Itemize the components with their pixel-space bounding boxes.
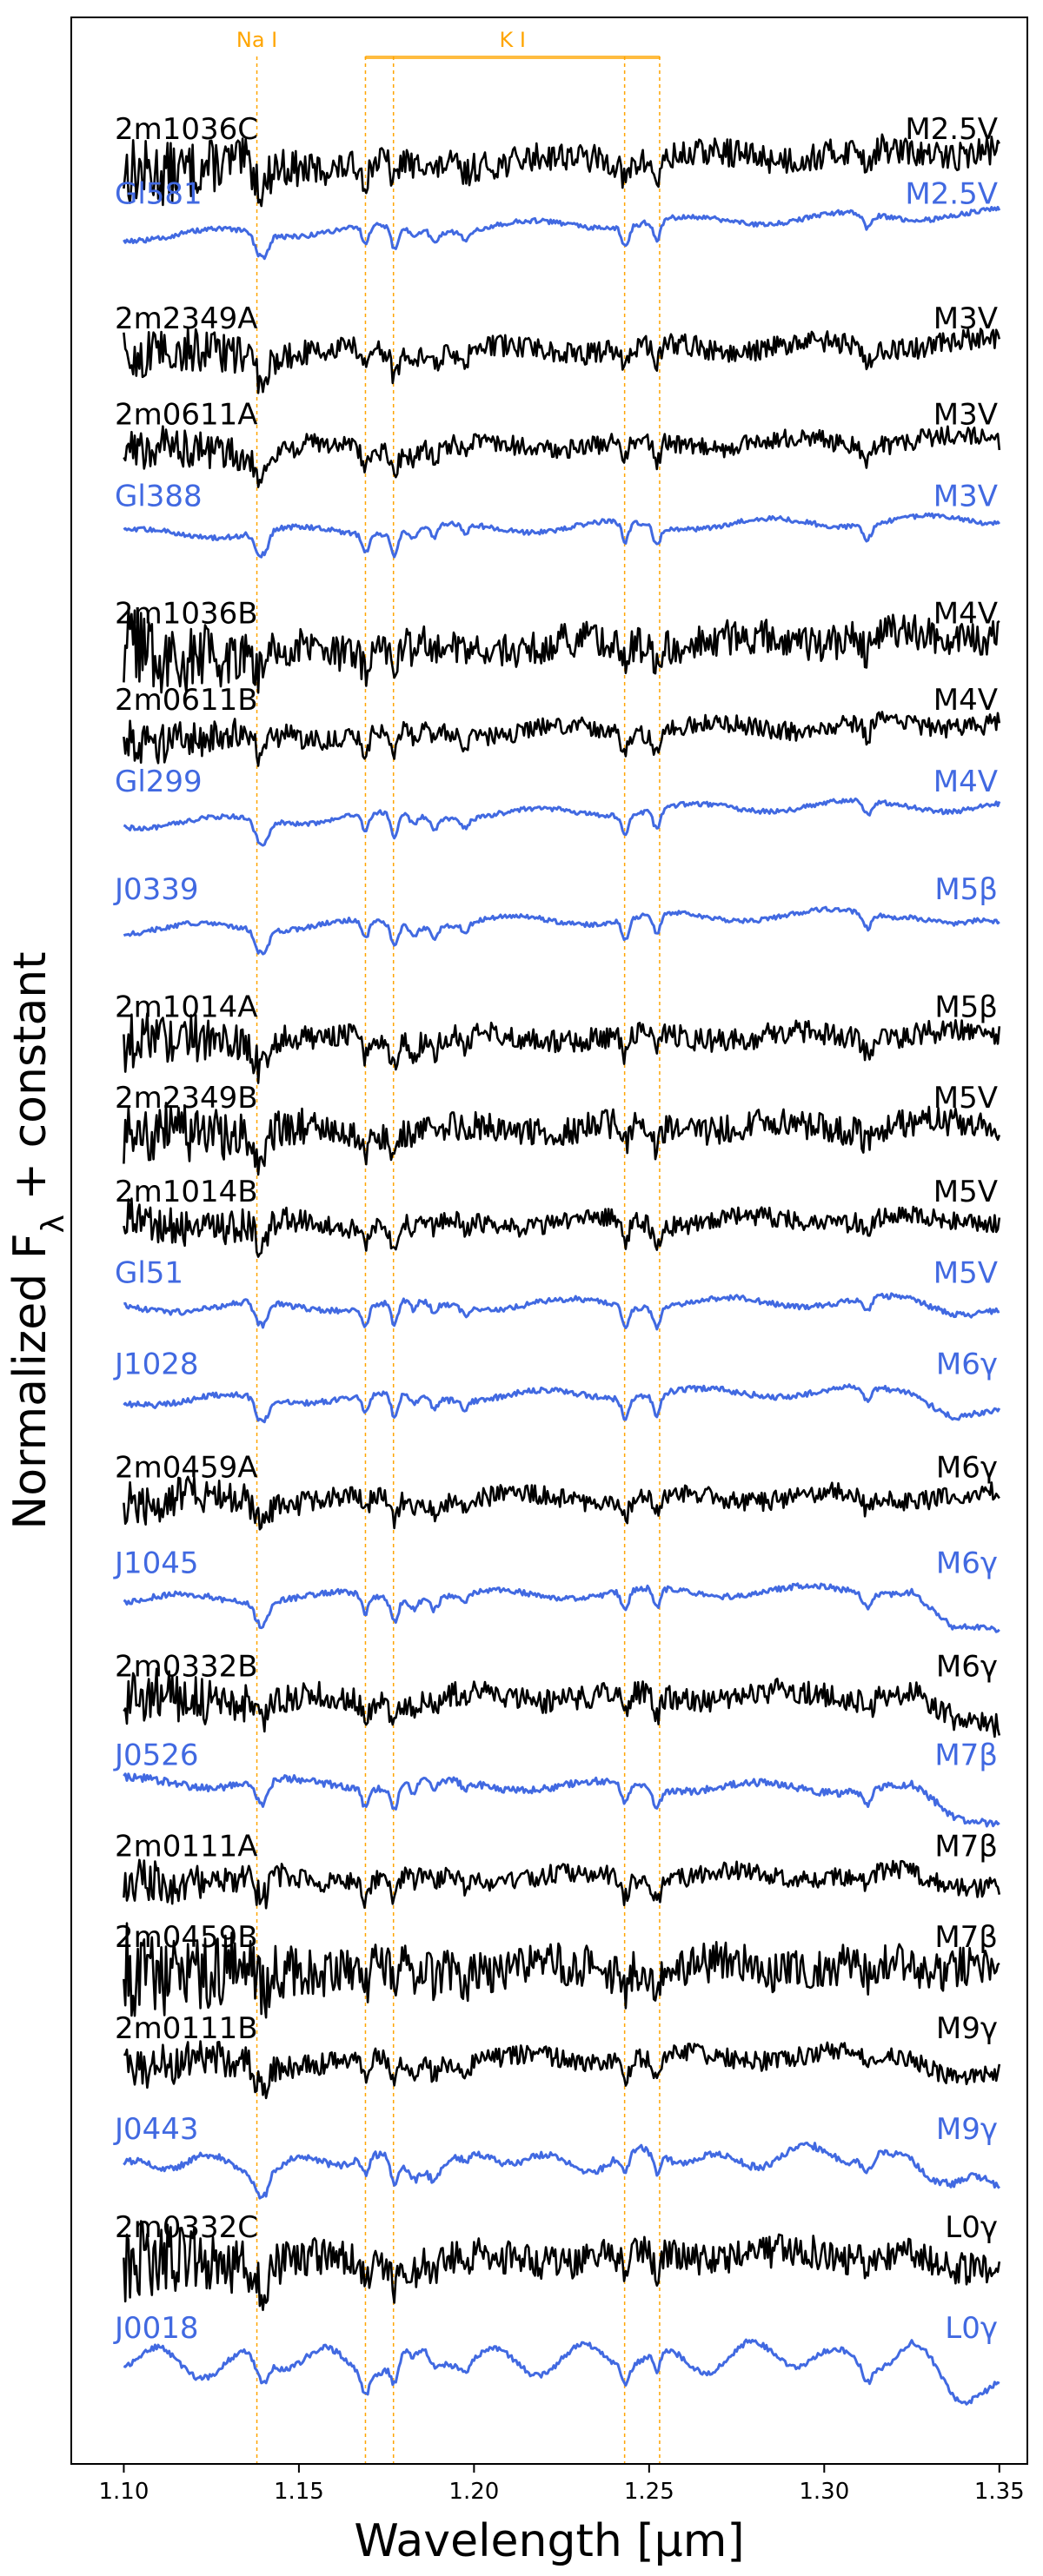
series-spt-J1045: M6γ (936, 1546, 998, 1581)
x-tick-label-5: 1.35 (974, 2479, 1025, 2505)
series-name-2m1014B: 2m1014B (115, 1175, 258, 1209)
series-name-J0526: J0526 (113, 1738, 199, 1772)
series-spt-Gl388: M3V (933, 479, 998, 513)
series-name-2m0332B: 2m0332B (115, 1649, 258, 1684)
x-tick-label-0: 1.10 (98, 2479, 149, 2505)
series-name-Gl388: Gl388 (115, 479, 203, 513)
series-name-2m1036B: 2m1036B (115, 597, 258, 632)
series-name-J0443: J0443 (113, 2112, 199, 2147)
series-name-J0018: J0018 (113, 2311, 199, 2346)
spectrum-2m1014A (123, 1012, 1001, 1084)
na-line-label: Na I (236, 28, 277, 52)
spectrum-Gl581 (123, 205, 1001, 261)
series-spt-2m0611B: M4V (933, 683, 998, 718)
svg-text:Normalized Fλ + constant: Normalized Fλ + constant (4, 951, 71, 1529)
series-name-2m0611A: 2m0611A (115, 398, 258, 433)
spectrum-Gl388 (123, 512, 1000, 559)
spectrum-2m1036B (123, 606, 1000, 694)
series-name-Gl299: Gl299 (115, 765, 203, 799)
series-labels: 2m1036C M2.5V Gl581 M2.5V 2m2349A M3V 2m0611A M… (113, 112, 998, 2346)
series-spt-J0339: M5β (934, 872, 998, 907)
series-name-2m0332C: 2m0332C (115, 2210, 258, 2245)
series-spt-Gl581: M2.5V (905, 177, 998, 212)
series-spt-Gl51: M5V (933, 1256, 998, 1291)
series-name-2m0611B: 2m0611B (115, 683, 258, 718)
spectrum-2m0332C (123, 2220, 1001, 2312)
spectrum-2m0111B (123, 2040, 1001, 2100)
spectrum-2m0459A (123, 1475, 1000, 1531)
spectrum-Gl51 (123, 1292, 1000, 1331)
x-axis-title: Wavelength [μm] (354, 2515, 744, 2567)
series-name-J0339: J0339 (113, 872, 199, 907)
x-axis-ticks: 1.10 1.15 1.20 1.25 1.30 1.35 (98, 2464, 1025, 2505)
series-spt-2m1036B: M4V (933, 597, 998, 632)
spectral-line-markers: Na I K I (236, 28, 661, 2464)
series-name-J1028: J1028 (113, 1348, 199, 1382)
k-bracket-box (364, 56, 661, 59)
series-spt-2m1014B: M5V (933, 1175, 998, 1209)
spectrum-2m0332B (123, 1667, 1001, 1738)
spectrum-2m0611B (123, 711, 1001, 767)
spectrum-2m0611A (123, 425, 1001, 488)
spectrum-J0526 (123, 1772, 1000, 1828)
spectrum-2m1014B (123, 1197, 1001, 1258)
x-tick-label-3: 1.25 (624, 2479, 674, 2505)
spectrum-J1028 (123, 1383, 1001, 1424)
series-spt-J0526: M7β (934, 1738, 998, 1772)
series-spt-J0443: M9γ (936, 2112, 998, 2147)
series-name-Gl581: Gl581 (115, 177, 203, 212)
series-name-Gl51: Gl51 (115, 1256, 183, 1291)
spectrum-J0443 (123, 2142, 1000, 2200)
y-axis-title-sub: λ (36, 1215, 71, 1233)
series-spt-2m2349A: M3V (933, 301, 998, 336)
spectrum-2m0111A (123, 1858, 1001, 1910)
spectrum-2m0459B (123, 1922, 1000, 2019)
series-spt-J1028: M6γ (936, 1348, 998, 1382)
series-spt-2m0111A: M7β (934, 1829, 998, 1864)
series-spt-2m0611A: M3V (933, 398, 998, 433)
series-name-2m0459A: 2m0459A (115, 1450, 258, 1485)
x-tick-label-1: 1.15 (274, 2479, 324, 2505)
series-spt-2m1036C: M2.5V (905, 112, 998, 147)
spectrum-J0018 (123, 2338, 1000, 2406)
series-spt-2m0332B: M6γ (936, 1649, 998, 1684)
series-name-2m0111B: 2m0111B (115, 2011, 258, 2046)
series-name-2m0111A: 2m0111A (115, 1829, 258, 1864)
x-tick-label-2: 1.20 (448, 2479, 499, 2505)
series-spt-2m0459B: M7β (934, 1920, 998, 1955)
series-spt-J0018: L0γ (945, 2311, 998, 2346)
series-spt-2m2349B: M5V (933, 1081, 998, 1116)
series-spt-2m0332C: L0γ (945, 2210, 998, 2245)
spectrum-2m2349B (123, 1102, 1001, 1176)
series-spt-2m0459A: M6γ (936, 1450, 998, 1485)
x-tick-label-4: 1.30 (799, 2479, 849, 2505)
series-name-2m1036C: 2m1036C (115, 112, 258, 147)
plot-frame (70, 17, 1028, 2465)
spectrum-J1045 (123, 1582, 1000, 1633)
y-axis-title: Normalized Fλ + constant (4, 951, 71, 1529)
series-name-2m1014A: 2m1014A (115, 990, 258, 1024)
series-spt-2m0111B: M9γ (936, 2011, 998, 2046)
series-name-2m2349A: 2m2349A (115, 301, 258, 336)
y-axis-title-rest: + constant (4, 951, 56, 1215)
spectra-series (123, 133, 1001, 2406)
series-name-J1045: J1045 (113, 1546, 199, 1581)
series-spt-Gl299: M4V (933, 765, 998, 799)
spectrum-2m1036C (123, 133, 1000, 208)
series-spt-2m1014A: M5β (934, 990, 998, 1024)
series-name-2m2349B: 2m2349B (115, 1081, 258, 1116)
spectrum-J0339 (123, 905, 1000, 956)
series-name-2m0459B: 2m0459B (115, 1920, 258, 1955)
y-axis-title-main: Normalized F (4, 1233, 56, 1529)
k-line-label: K I (499, 28, 525, 52)
spectrum-2m2349A (123, 327, 1001, 394)
spectrum-Gl299 (123, 797, 1001, 847)
